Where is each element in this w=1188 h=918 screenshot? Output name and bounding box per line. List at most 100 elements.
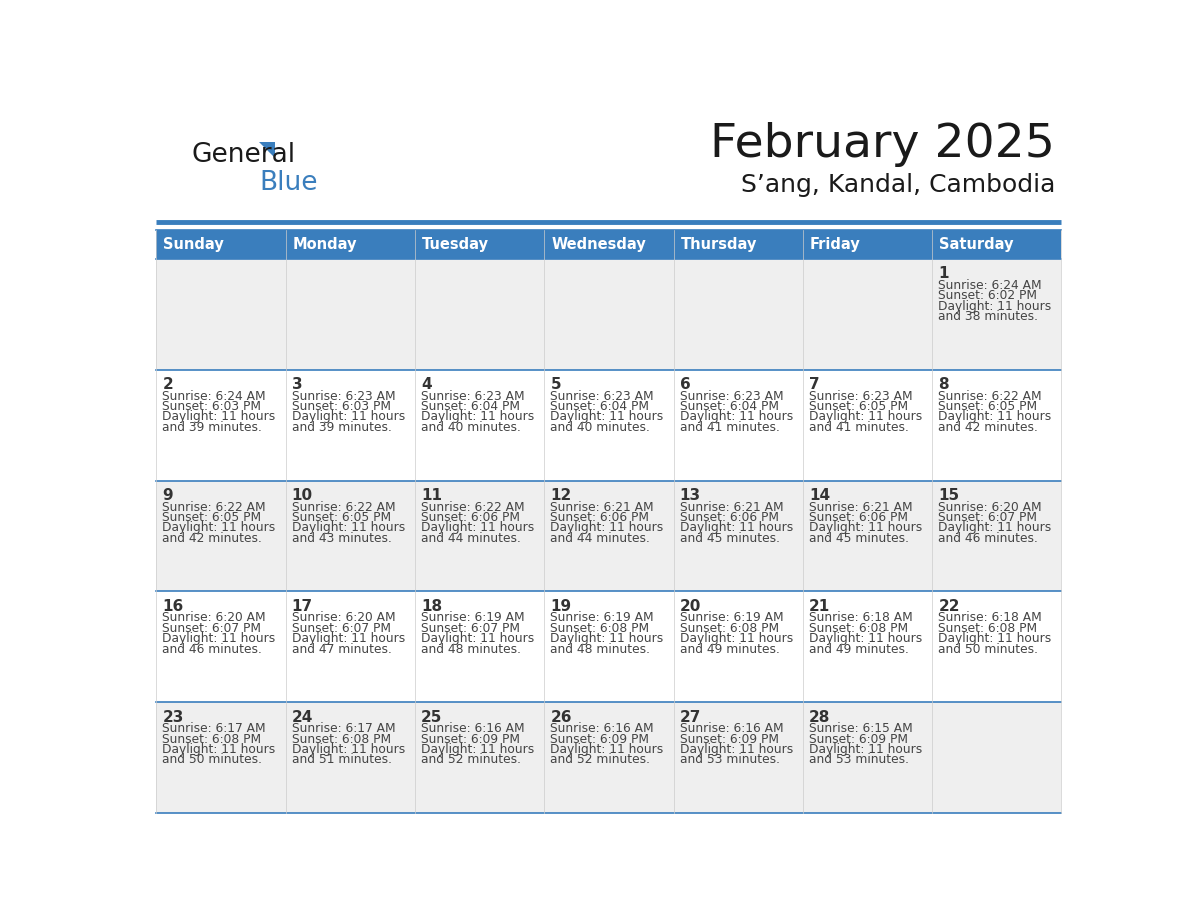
Bar xyxy=(285,480,415,591)
Text: Daylight: 11 hours: Daylight: 11 hours xyxy=(809,743,922,756)
Bar xyxy=(933,591,1061,702)
Text: Saturday: Saturday xyxy=(939,237,1013,252)
Text: Daylight: 11 hours: Daylight: 11 hours xyxy=(292,743,405,756)
Text: Sunset: 6:07 PM: Sunset: 6:07 PM xyxy=(421,621,520,635)
Bar xyxy=(803,370,933,480)
Text: Sunrise: 6:15 AM: Sunrise: 6:15 AM xyxy=(809,722,912,735)
Text: Daylight: 11 hours: Daylight: 11 hours xyxy=(421,633,535,645)
Text: Daylight: 11 hours: Daylight: 11 hours xyxy=(680,521,792,534)
Text: Sunrise: 6:20 AM: Sunrise: 6:20 AM xyxy=(939,500,1042,513)
Text: Daylight: 11 hours: Daylight: 11 hours xyxy=(939,521,1051,534)
Text: 5: 5 xyxy=(550,377,561,392)
Text: Daylight: 11 hours: Daylight: 11 hours xyxy=(550,633,664,645)
Text: 19: 19 xyxy=(550,599,571,614)
Bar xyxy=(674,230,803,259)
Text: Sunset: 6:06 PM: Sunset: 6:06 PM xyxy=(680,511,778,524)
Text: and 43 minutes.: and 43 minutes. xyxy=(292,532,392,544)
Text: Sunrise: 6:22 AM: Sunrise: 6:22 AM xyxy=(292,500,396,513)
Text: 24: 24 xyxy=(292,710,314,725)
Text: 27: 27 xyxy=(680,710,701,725)
Text: Daylight: 11 hours: Daylight: 11 hours xyxy=(939,410,1051,423)
Text: Friday: Friday xyxy=(810,237,860,252)
Text: Sunrise: 6:16 AM: Sunrise: 6:16 AM xyxy=(421,722,525,735)
Text: 23: 23 xyxy=(163,710,184,725)
Bar xyxy=(415,370,544,480)
Text: Daylight: 11 hours: Daylight: 11 hours xyxy=(292,521,405,534)
Text: 14: 14 xyxy=(809,488,830,503)
Bar xyxy=(803,259,933,370)
Text: Sunset: 6:07 PM: Sunset: 6:07 PM xyxy=(939,511,1037,524)
Text: and 39 minutes.: and 39 minutes. xyxy=(163,420,263,434)
Text: Sunset: 6:02 PM: Sunset: 6:02 PM xyxy=(939,289,1037,302)
Text: Daylight: 11 hours: Daylight: 11 hours xyxy=(680,633,792,645)
Text: Daylight: 11 hours: Daylight: 11 hours xyxy=(550,410,664,423)
Text: and 46 minutes.: and 46 minutes. xyxy=(163,643,263,655)
Text: and 52 minutes.: and 52 minutes. xyxy=(550,754,650,767)
Text: and 44 minutes.: and 44 minutes. xyxy=(550,532,650,544)
Text: 22: 22 xyxy=(939,599,960,614)
Text: Sunset: 6:08 PM: Sunset: 6:08 PM xyxy=(809,621,908,635)
Text: Sunrise: 6:23 AM: Sunrise: 6:23 AM xyxy=(292,389,396,403)
Text: Thursday: Thursday xyxy=(681,237,757,252)
Text: Sunset: 6:03 PM: Sunset: 6:03 PM xyxy=(292,400,391,413)
Text: S’ang, Kandal, Cambodia: S’ang, Kandal, Cambodia xyxy=(741,174,1055,197)
Bar xyxy=(415,702,544,813)
Text: Sunrise: 6:19 AM: Sunrise: 6:19 AM xyxy=(421,611,525,624)
Text: Sunrise: 6:21 AM: Sunrise: 6:21 AM xyxy=(680,500,783,513)
Text: and 39 minutes.: and 39 minutes. xyxy=(292,420,392,434)
Text: Sunset: 6:06 PM: Sunset: 6:06 PM xyxy=(550,511,650,524)
Text: Sunset: 6:09 PM: Sunset: 6:09 PM xyxy=(421,733,520,745)
Text: and 45 minutes.: and 45 minutes. xyxy=(809,532,909,544)
Text: Sunrise: 6:19 AM: Sunrise: 6:19 AM xyxy=(550,611,655,624)
Text: Daylight: 11 hours: Daylight: 11 hours xyxy=(163,521,276,534)
Bar xyxy=(674,702,803,813)
Text: Sunrise: 6:23 AM: Sunrise: 6:23 AM xyxy=(550,389,655,403)
Bar xyxy=(933,230,1061,259)
Text: Daylight: 11 hours: Daylight: 11 hours xyxy=(680,743,792,756)
Text: Sunrise: 6:17 AM: Sunrise: 6:17 AM xyxy=(292,722,396,735)
Bar xyxy=(285,591,415,702)
Text: Wednesday: Wednesday xyxy=(551,237,646,252)
Text: 18: 18 xyxy=(421,599,442,614)
Text: and 42 minutes.: and 42 minutes. xyxy=(939,420,1038,434)
Bar xyxy=(544,480,674,591)
Text: Sunset: 6:05 PM: Sunset: 6:05 PM xyxy=(163,511,261,524)
Bar xyxy=(544,591,674,702)
Bar xyxy=(157,259,285,370)
Text: Daylight: 11 hours: Daylight: 11 hours xyxy=(292,633,405,645)
Text: and 47 minutes.: and 47 minutes. xyxy=(292,643,392,655)
Bar xyxy=(415,591,544,702)
Bar xyxy=(285,259,415,370)
Text: 2: 2 xyxy=(163,377,173,392)
Bar xyxy=(285,702,415,813)
Text: 25: 25 xyxy=(421,710,442,725)
Text: Sunset: 6:04 PM: Sunset: 6:04 PM xyxy=(550,400,650,413)
Text: Sunrise: 6:16 AM: Sunrise: 6:16 AM xyxy=(550,722,655,735)
Text: Sunrise: 6:18 AM: Sunrise: 6:18 AM xyxy=(939,611,1042,624)
Text: 28: 28 xyxy=(809,710,830,725)
Text: and 40 minutes.: and 40 minutes. xyxy=(550,420,650,434)
Text: and 52 minutes.: and 52 minutes. xyxy=(421,754,522,767)
Text: 8: 8 xyxy=(939,377,949,392)
Text: Blue: Blue xyxy=(259,170,318,196)
Text: 10: 10 xyxy=(292,488,312,503)
Text: and 44 minutes.: and 44 minutes. xyxy=(421,532,522,544)
Bar xyxy=(933,480,1061,591)
Text: 13: 13 xyxy=(680,488,701,503)
Text: Sunrise: 6:23 AM: Sunrise: 6:23 AM xyxy=(421,389,525,403)
Text: Daylight: 11 hours: Daylight: 11 hours xyxy=(680,410,792,423)
Bar xyxy=(933,702,1061,813)
Text: 21: 21 xyxy=(809,599,830,614)
Text: and 42 minutes.: and 42 minutes. xyxy=(163,532,263,544)
Text: 17: 17 xyxy=(292,599,312,614)
Text: Sunrise: 6:21 AM: Sunrise: 6:21 AM xyxy=(809,500,912,513)
Text: and 50 minutes.: and 50 minutes. xyxy=(939,643,1038,655)
Text: 16: 16 xyxy=(163,599,184,614)
Text: Sunrise: 6:16 AM: Sunrise: 6:16 AM xyxy=(680,722,783,735)
Text: and 45 minutes.: and 45 minutes. xyxy=(680,532,779,544)
Text: Sunset: 6:08 PM: Sunset: 6:08 PM xyxy=(939,621,1037,635)
Text: Daylight: 11 hours: Daylight: 11 hours xyxy=(939,299,1051,313)
Text: Sunrise: 6:20 AM: Sunrise: 6:20 AM xyxy=(163,611,266,624)
Text: Sunset: 6:08 PM: Sunset: 6:08 PM xyxy=(292,733,391,745)
Text: Daylight: 11 hours: Daylight: 11 hours xyxy=(292,410,405,423)
